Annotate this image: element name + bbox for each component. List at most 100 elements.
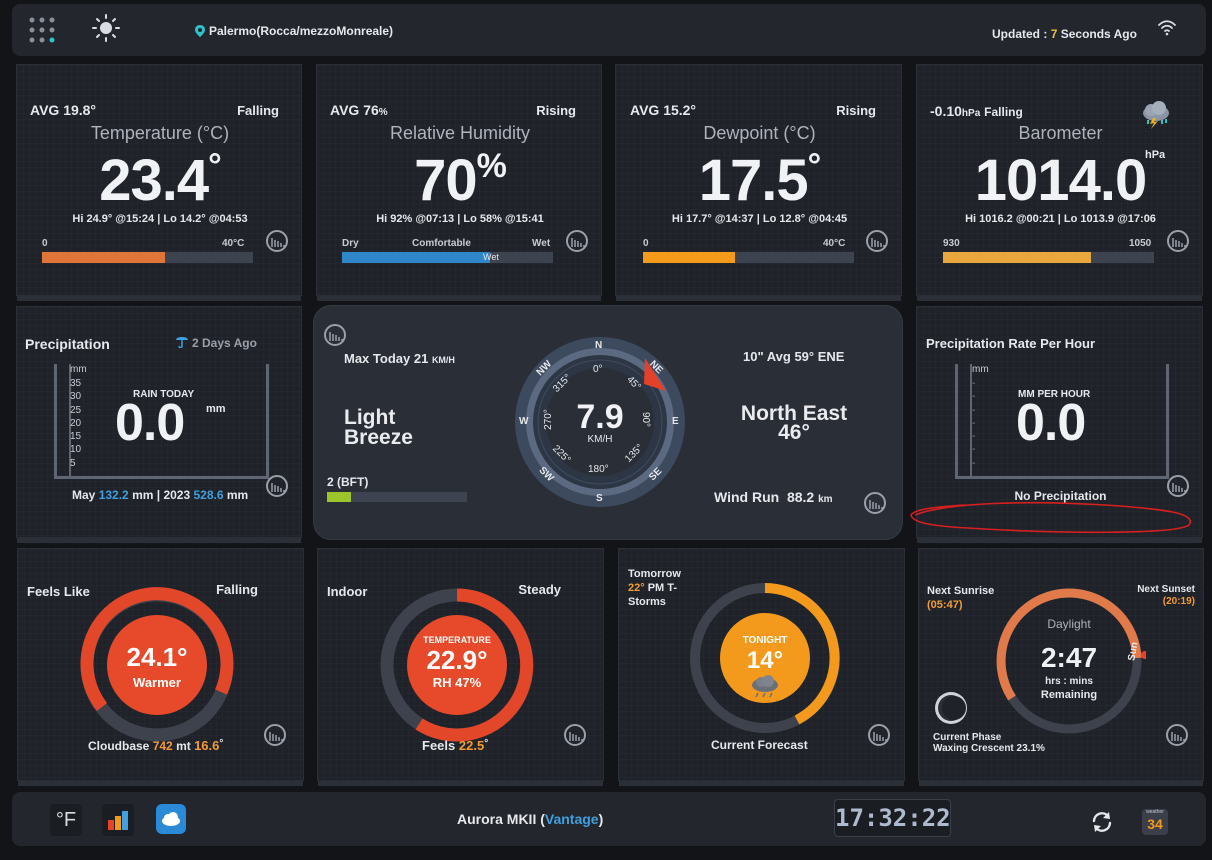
dewpoint-title: Dewpoint (°C) xyxy=(703,123,816,143)
temperature-title: Temperature (°C) xyxy=(90,123,230,143)
unit-toggle-button[interactable]: °F xyxy=(50,804,82,836)
wind-panel: Max Today 21 KM/H Light Breeze 2 (BFT) N… xyxy=(313,305,903,540)
chart-stats-icon[interactable] xyxy=(266,230,288,252)
humidity-avg: AVG 76% xyxy=(330,102,388,118)
precipitation-panel: Precipitation 2 Days Ago mm 35 30 25 20 15 10… xyxy=(16,306,302,543)
daylight-label: Daylight xyxy=(1047,617,1091,631)
moon-phase-label: Current Phase xyxy=(933,732,1002,743)
station-model-link[interactable]: Vantage xyxy=(544,811,599,827)
indoor-feels-label: Feels xyxy=(422,738,456,753)
temperature-hilo: Hi 24.9° @15:24 | Lo 14.2° @04:53 xyxy=(72,213,248,225)
rain-rate-axis-ticks: ------- xyxy=(972,378,976,469)
forecast-tomorrow-label: Tomorrow xyxy=(628,568,681,580)
indoor-feels-value: 22.5 xyxy=(458,738,485,753)
wind-description: Light Breeze xyxy=(344,407,413,449)
chart-stats-icon[interactable] xyxy=(1167,475,1189,497)
location-label[interactable]: Palermo(Rocca/mezzoMonreale) xyxy=(209,24,394,38)
rain-rate-panel: Precipitation Rate Per Hour mm ------- M… xyxy=(916,306,1203,543)
barometer-scale-min: 930 xyxy=(943,238,960,249)
dewpoint-hilo: Hi 17.7° @14:37 | Lo 12.8° @04:45 xyxy=(671,213,848,225)
next-sunset-label: Next Sunset xyxy=(1137,584,1195,595)
humidity-number: 70 xyxy=(414,148,478,213)
indoor-panel: Indoor Steady TEMPERATURE 22.9° RH 47% F… xyxy=(317,548,604,786)
rain-rate-bucket xyxy=(955,364,1169,479)
cloudbase-degree: ° xyxy=(219,738,224,749)
wind-direction-degrees: 46° xyxy=(778,421,810,444)
rain-month-value: 132.2 xyxy=(98,488,129,502)
indoor-feels-degree: ° xyxy=(484,738,489,749)
next-sunset-time: 20:19 xyxy=(1166,596,1192,607)
cloudbase: Cloudbase 742 mt 16.6° xyxy=(88,738,223,753)
rain-axis-tick: 15 xyxy=(70,431,82,443)
menu-grid-icon[interactable] xyxy=(28,16,56,44)
dewpoint-bar xyxy=(643,252,854,263)
dewpoint-panel: AVG 15.2° Rising Dewpoint (°C) 17.5° Hi … xyxy=(615,64,902,301)
rain-month-unit: mm xyxy=(132,488,154,502)
indoor-gauge: TEMPERATURE 22.9° RH 47% xyxy=(379,587,535,743)
weather34-badge-icon[interactable]: weather 34 xyxy=(1142,809,1168,835)
cloud-app-icon[interactable] xyxy=(156,804,186,834)
daylight-remaining: 2:47 xyxy=(1040,642,1098,673)
wind-direction: North East 46° xyxy=(724,403,864,444)
chart-stats-icon[interactable] xyxy=(1167,230,1189,252)
chart-stats-icon[interactable] xyxy=(866,230,888,252)
barometer-change-value: -0.10 xyxy=(930,103,962,119)
cloudbase-value: 742 xyxy=(152,739,173,753)
precipitation-last-rain: 2 Days Ago xyxy=(192,336,257,350)
humidity-avg-unit: % xyxy=(378,107,388,118)
wind-speed: 7.9 xyxy=(576,398,624,436)
storm-cloud-icon xyxy=(749,675,781,699)
barometer-hilo: Hi 1016.2 @00:21 | Lo 1013.9 @17:06 xyxy=(965,213,1156,225)
indoor-rh: RH 47% xyxy=(432,675,482,690)
forecast-tomorrow-temp: 22° xyxy=(628,582,645,594)
chart-stats-icon[interactable] xyxy=(564,724,586,746)
temperature-trend: Falling xyxy=(237,103,279,118)
chart-stats-icon[interactable] xyxy=(864,492,886,514)
bar-chart-app-icon[interactable] xyxy=(102,804,134,836)
indoor-label: TEMPERATURE xyxy=(423,635,491,645)
wind-max-unit: KM/H xyxy=(431,355,455,365)
feels-like-sub: Warmer xyxy=(133,675,181,690)
daylight-units: hrs : mins xyxy=(1045,676,1093,687)
digital-clock: 17:32:22 xyxy=(834,799,951,837)
forecast-panel: Tomorrow 22° PM T-Storms TONIGHT 14° Cur… xyxy=(618,548,905,786)
humidity-bar-fill xyxy=(342,252,490,263)
indoor-trend: Steady xyxy=(518,582,561,597)
compass-e: E xyxy=(672,416,679,427)
rain-rate-title: Precipitation Rate Per Hour xyxy=(926,336,1096,351)
chart-stats-icon[interactable] xyxy=(868,724,890,746)
chart-stats-icon[interactable] xyxy=(1166,724,1188,746)
chart-stats-icon[interactable] xyxy=(324,324,346,346)
rain-month-label: May xyxy=(72,488,96,502)
rain-axis-tick: 30 xyxy=(70,391,82,403)
wind-run-label: Wind Run xyxy=(714,489,780,505)
wind-speed-unit: KM/H xyxy=(587,434,613,445)
rain-year-unit: mm xyxy=(226,488,249,502)
red-annotation-scribble xyxy=(905,495,1195,540)
humidity-trend: Rising xyxy=(536,103,576,118)
rain-axis-tick: 10 xyxy=(70,444,82,456)
forecast-tomorrow-desc: PM T-Storms xyxy=(628,582,678,608)
chart-stats-icon[interactable] xyxy=(264,724,286,746)
chart-stats-icon[interactable] xyxy=(266,475,288,497)
temperature-number: 23.4 xyxy=(99,148,209,213)
daylight-remaining-label: Remaining xyxy=(1040,689,1098,701)
wind-description-line2: Breeze xyxy=(344,426,413,449)
sun-theme-icon[interactable] xyxy=(92,14,120,42)
temperature-panel: AVG 19.8° Falling Temperature (°C) 23.4°… xyxy=(16,64,302,301)
rain-today-value: 0.0 xyxy=(115,394,185,452)
barometer-change: -0.10hPa Falling xyxy=(930,103,1023,119)
rain-totals: May 132.2 mm | 2023 528.6 mm xyxy=(72,488,249,502)
next-sunrise-time-wrap: (05:47) xyxy=(927,599,963,611)
wifi-icon xyxy=(1158,20,1176,36)
indoor-title: Indoor xyxy=(327,584,368,599)
forecast-tonight-label: TONIGHT xyxy=(742,635,788,646)
updated-suffix: Seconds Ago xyxy=(1060,27,1137,41)
next-sunset: Next Sunset (20:19) xyxy=(1137,584,1195,608)
chart-stats-icon[interactable] xyxy=(566,230,588,252)
rain-axis-tick: 20 xyxy=(70,417,82,429)
indoor-feels: Feels 22.5° xyxy=(422,738,488,753)
temperature-bar xyxy=(42,252,253,263)
storm-cloud-icon xyxy=(1139,101,1173,129)
refresh-icon[interactable] xyxy=(1090,810,1114,834)
